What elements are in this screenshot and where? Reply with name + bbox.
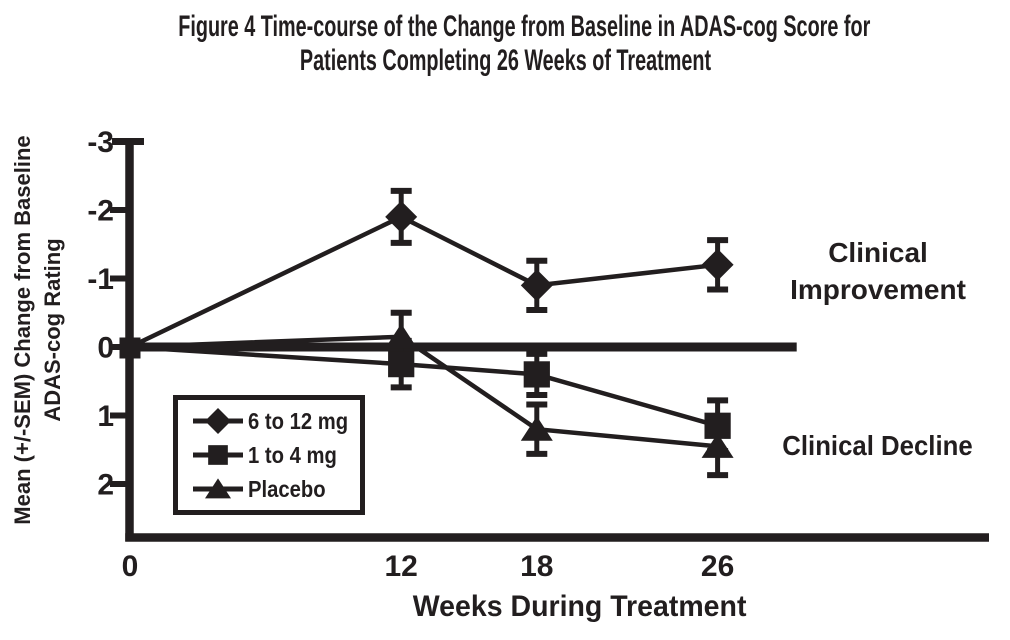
legend-marker-glyph-1-to-4-mg <box>193 445 243 465</box>
legend-marker-glyph-placebo <box>193 478 243 499</box>
y-tick-label: -2 <box>87 195 114 228</box>
x-axis-label: Weeks During Treatment <box>370 590 790 624</box>
x-tick-label: 12 <box>385 550 418 583</box>
triangle-marker-placebo-week-18 <box>520 416 553 441</box>
series-line-placebo <box>129 334 718 449</box>
annotation-improvement-line2: Improvement <box>790 274 966 305</box>
y-tick-label: -1 <box>87 263 114 296</box>
series-line-6-to-12-mg <box>129 214 718 350</box>
x-axis-label-text: Weeks During Treatment <box>413 590 747 623</box>
x-tick-label: 0 <box>122 550 139 583</box>
chart-title-line2: Patients Completing 26 Weeks of Treatmen… <box>299 44 711 77</box>
legend: 6 to 12 mg 1 to 4 mg Placebo <box>173 395 365 515</box>
y-tick-label: -3 <box>87 126 114 159</box>
triangle-icon <box>205 478 231 499</box>
y-tick-label: 2 <box>97 469 114 502</box>
y-tick-label: 1 <box>97 400 114 433</box>
x-tick-label: 26 <box>701 550 734 583</box>
series-line-1-to-4-mg <box>129 344 719 428</box>
triangle-marker-placebo-week-26 <box>701 433 734 458</box>
chart-title: Figure 4 Time-course of the Change from … <box>0 10 1010 78</box>
annotation-clinical-improvement: Clinical Improvement <box>760 234 996 308</box>
diamond-marker-6-to-12-mg-week-18 <box>520 269 553 302</box>
square-marker-icon <box>190 439 248 471</box>
annotation-clinical-decline: Clinical Decline <box>752 430 1002 462</box>
annotation-decline-text: Clinical Decline <box>781 430 973 461</box>
x-tick-label: 18 <box>520 550 553 583</box>
legend-label: Placebo <box>248 476 336 503</box>
diamond-marker-icon <box>190 405 248 437</box>
y-tick-label: 0 <box>97 332 114 365</box>
square-marker-1-to-4-mg-week-12 <box>388 351 415 378</box>
legend-item-1-to-4-mg: 1 to 4 mg <box>190 438 360 472</box>
legend-marker-glyph-6-to-12-mg <box>193 408 243 434</box>
triangle-marker-icon <box>190 473 248 505</box>
origin-marker <box>119 337 141 359</box>
legend-label-text: 1 to 4 mg <box>248 441 337 468</box>
legend-label-text: 6 to 12 mg <box>248 407 349 434</box>
diamond-icon <box>205 408 231 434</box>
legend-label: 6 to 12 mg <box>248 408 362 435</box>
legend-item-6-to-12-mg: 6 to 12 mg <box>190 404 360 438</box>
triangle-marker-placebo-week-12 <box>385 323 418 349</box>
square-icon <box>208 445 228 465</box>
legend-label: 1 to 4 mg <box>248 442 349 469</box>
legend-label-text: Placebo <box>248 475 326 502</box>
chart-title-line1: Figure 4 Time-course of the Change from … <box>178 10 871 43</box>
annotation-improvement-line1: Clinical <box>828 237 928 268</box>
diamond-marker-6-to-12-mg-week-26 <box>701 248 734 281</box>
square-marker-1-to-4-mg-week-18 <box>523 361 550 388</box>
legend-item-placebo: Placebo <box>190 472 360 506</box>
diamond-marker-6-to-12-mg-week-12 <box>385 200 418 233</box>
